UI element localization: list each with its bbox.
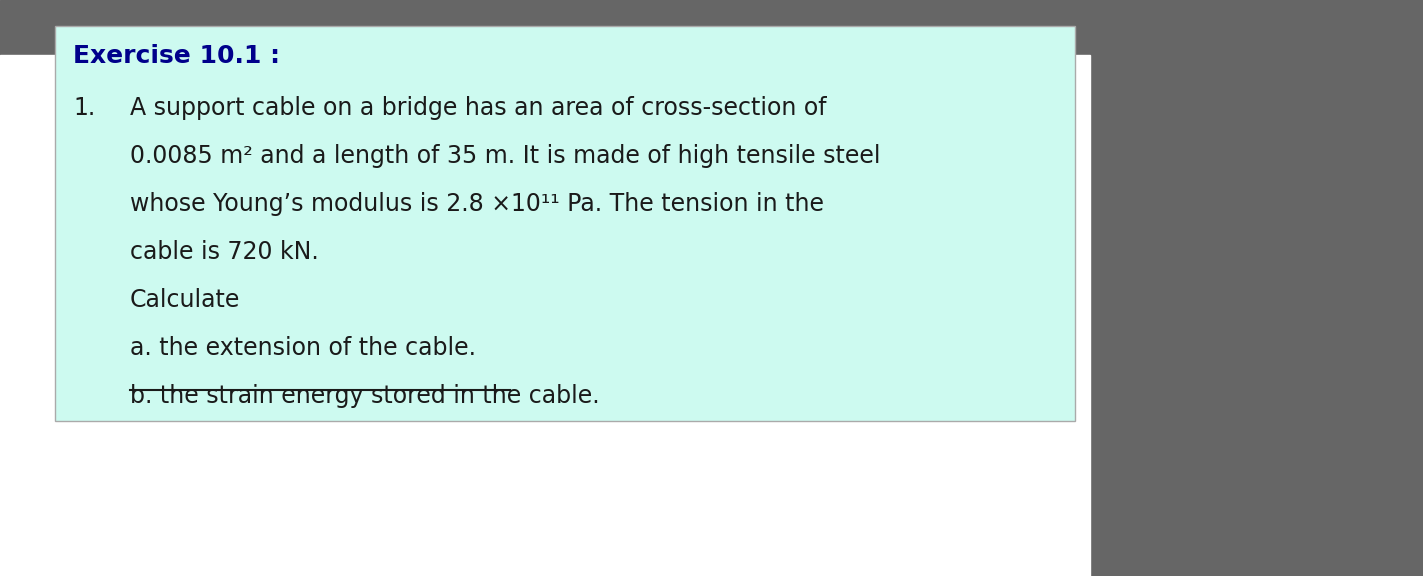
Text: a. the extension of the cable.: a. the extension of the cable. — [129, 336, 477, 360]
Text: A support cable on a bridge has an area of cross-section of: A support cable on a bridge has an area … — [129, 96, 827, 120]
Bar — [1090, 0, 1423, 576]
Text: 0.0085 m² and a length of 35 m. It is made of high tensile steel: 0.0085 m² and a length of 35 m. It is ma… — [129, 144, 881, 168]
Text: cable is 720 kN.: cable is 720 kN. — [129, 240, 319, 264]
Bar — [0, 0, 1423, 55]
FancyBboxPatch shape — [55, 26, 1074, 421]
Text: b. the strain energy stored in the cable.: b. the strain energy stored in the cable… — [129, 384, 599, 408]
Bar — [0, 55, 1090, 576]
Text: Exercise 10.1 :: Exercise 10.1 : — [73, 44, 280, 68]
Text: Calculate: Calculate — [129, 288, 240, 312]
Text: 1.: 1. — [73, 96, 95, 120]
Text: whose Young’s modulus is 2.8 ×10¹¹ Pa. The tension in the: whose Young’s modulus is 2.8 ×10¹¹ Pa. T… — [129, 192, 824, 216]
